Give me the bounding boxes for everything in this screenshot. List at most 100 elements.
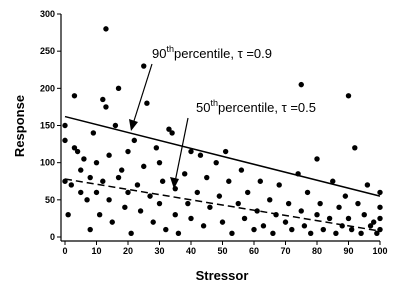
point — [159, 178, 166, 184]
point — [229, 230, 235, 236]
annotation: 50thpercentile, τ =0.5 — [196, 98, 316, 115]
point — [93, 159, 100, 166]
point — [326, 215, 333, 222]
point — [336, 204, 342, 210]
point — [71, 93, 78, 99]
point — [345, 93, 352, 99]
point — [125, 148, 131, 155]
point — [345, 215, 352, 222]
point — [78, 167, 84, 173]
point — [200, 223, 207, 229]
point — [96, 212, 103, 218]
point — [103, 26, 109, 32]
point — [235, 200, 241, 207]
y-tick-label: 200 — [40, 83, 55, 93]
point — [194, 189, 200, 196]
annotation-text: percentile, τ =0.9 — [174, 46, 272, 61]
point — [141, 63, 147, 69]
point — [147, 193, 153, 199]
point — [371, 219, 377, 225]
point — [282, 219, 289, 225]
point — [106, 152, 112, 158]
point — [62, 122, 68, 129]
x-tick-label: 0 — [62, 246, 67, 256]
point — [314, 156, 320, 162]
x-tick-label: 90 — [343, 246, 353, 256]
point — [112, 122, 119, 129]
point — [304, 189, 311, 196]
arrow — [170, 117, 189, 189]
point — [141, 163, 147, 170]
point — [298, 208, 304, 214]
point — [361, 212, 367, 218]
x-tick-label: 40 — [186, 246, 196, 256]
point — [163, 226, 169, 233]
x-tick-label: 20 — [123, 246, 133, 256]
point — [74, 148, 81, 155]
x-tick-label: 50 — [217, 246, 227, 256]
point — [172, 212, 178, 218]
point — [377, 226, 383, 233]
point — [182, 171, 188, 177]
x-axis-label: Stressor — [196, 268, 249, 283]
x-tick-label: 10 — [91, 246, 101, 256]
point — [115, 85, 122, 92]
point — [251, 226, 257, 233]
point — [68, 182, 75, 188]
point — [257, 178, 263, 184]
quantile-line — [64, 115, 381, 197]
point — [298, 81, 304, 88]
x-tick-label: 60 — [249, 246, 259, 256]
point — [150, 219, 156, 225]
point — [188, 215, 194, 222]
y-tick-label: 0 — [50, 232, 55, 242]
point — [216, 193, 223, 199]
point — [109, 219, 115, 225]
point — [204, 174, 210, 181]
point — [267, 197, 273, 203]
y-tick-label: 100 — [40, 158, 55, 168]
point — [156, 159, 163, 166]
point — [207, 204, 213, 210]
annotation-number: 90 — [152, 46, 166, 61]
point — [289, 226, 295, 233]
point — [342, 193, 349, 199]
point — [367, 223, 374, 229]
point — [119, 167, 125, 173]
point — [103, 104, 109, 110]
point — [175, 230, 182, 236]
quantile-line — [64, 178, 381, 232]
x-tick-label: 80 — [312, 246, 322, 256]
y-axis-label: Response — [12, 95, 27, 157]
y-tick-label: 300 — [40, 9, 55, 19]
annotation: 90thpercentile, τ =0.9 — [152, 44, 272, 61]
point — [185, 200, 191, 207]
point — [348, 226, 355, 233]
point — [128, 230, 134, 236]
point — [106, 197, 112, 203]
arrow — [129, 63, 153, 131]
x-tick-label: 70 — [280, 246, 290, 256]
point — [320, 226, 326, 233]
point — [238, 167, 245, 173]
annotation-number: 50 — [196, 100, 210, 115]
point — [131, 137, 137, 144]
point — [330, 178, 336, 184]
point — [377, 215, 383, 222]
point — [134, 182, 141, 188]
point — [81, 156, 87, 162]
point — [226, 178, 232, 184]
point — [377, 189, 383, 196]
point — [137, 208, 144, 214]
point — [169, 130, 175, 136]
point — [93, 189, 100, 196]
point — [222, 148, 229, 155]
annotation-text: percentile, τ =0.5 — [218, 100, 316, 115]
point — [166, 126, 172, 132]
point — [65, 212, 71, 218]
point — [241, 215, 248, 222]
point — [156, 200, 163, 207]
x-tick-label: 100 — [372, 246, 387, 256]
point — [333, 230, 339, 236]
